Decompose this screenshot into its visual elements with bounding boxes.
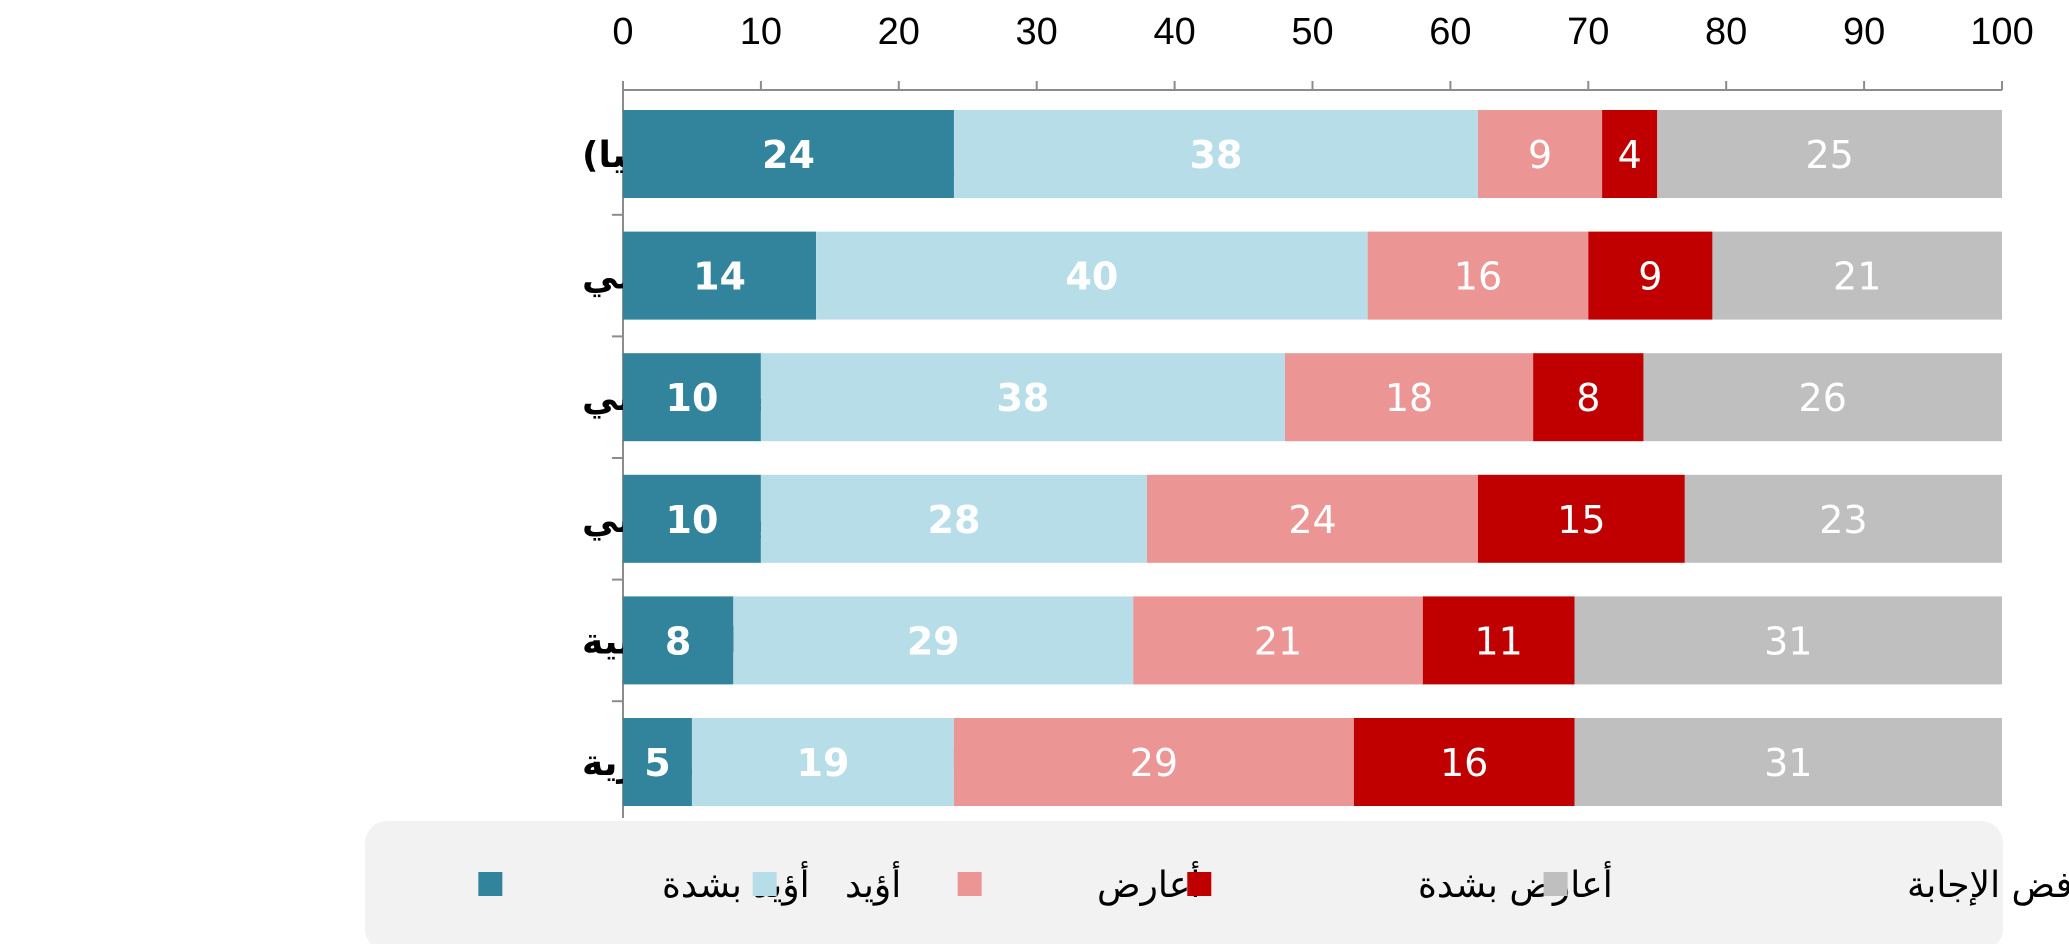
x-tick-label: 10 [740,11,782,53]
bar-segment [816,231,1368,320]
legend-item: أؤيد بشدة [478,861,810,906]
data-label: 40 [1065,255,1118,299]
bar-segment [1353,718,1575,806]
data-label: 9 [1528,133,1552,177]
legend-item: لا أعرف/ رفض الإجابة [1543,861,2069,906]
bar-segment [1588,231,1713,320]
legend-box [365,821,2003,944]
data-label: 16 [1440,741,1488,785]
x-tick-label: 70 [1567,11,1609,53]
bar-segment [1477,474,1685,563]
data-label: 31 [1764,619,1812,663]
data-label: 21 [1833,255,1881,299]
bar-segment [953,110,1478,198]
legend-swatch [1187,872,1212,896]
bar-segment [623,596,734,685]
data-label: 38 [996,376,1049,420]
legend-item: أعارض بشدة [1187,861,1613,906]
bar-segment [953,718,1354,806]
bar-segment [1422,596,1575,685]
legend-item: أؤيد [752,861,901,906]
legend-swatch [957,872,982,896]
legend-item: أعارض [957,861,1200,906]
data-label: 38 [1190,133,1243,177]
legend-swatch [1543,872,1568,896]
data-label: 16 [1454,255,1502,299]
bar-segment [760,353,1285,442]
bar-segment [1574,718,2002,806]
legend-label: أعارض [1097,861,1200,906]
x-tick-label: 20 [878,11,920,53]
data-label: 15 [1557,498,1605,542]
bar-segment [1477,110,1603,198]
data-label: 29 [1130,741,1178,785]
data-label: 9 [1638,255,1662,299]
data-label: 19 [797,741,850,785]
legend-swatch [752,872,777,896]
bar-segment [623,231,817,320]
x-tick-label: 30 [1016,11,1058,53]
bar-segment [1284,353,1534,442]
data-label: 11 [1474,619,1522,663]
data-label: 25 [1805,133,1853,177]
data-label: 26 [1799,376,1847,420]
bar-segment [733,596,1134,685]
bar-segment [1602,110,1658,198]
bar-segment [623,353,761,442]
data-label: 29 [907,619,960,663]
data-label: 23 [1819,498,1867,542]
data-label: 24 [1288,498,1336,542]
bar-segment [1133,596,1423,685]
bar-segment [623,474,761,563]
legend-swatch [478,872,503,896]
data-label: 24 [762,133,815,177]
legend-label: أؤيد بشدة [662,861,810,906]
data-label: 10 [666,498,719,542]
bar-segment [1533,353,1644,442]
data-label: 21 [1254,619,1302,663]
bar-segment [1643,353,2002,442]
bar-segment [623,718,692,806]
data-label: 8 [665,619,691,663]
bar-segment [760,474,1148,563]
bar-segment [1147,474,1478,563]
data-label: 28 [928,498,981,542]
bar-segment [1367,231,1589,320]
bar-segment [1574,596,2002,685]
legend-label: أؤيد [845,861,901,906]
x-tick-label: 0 [612,11,633,53]
x-tick-label: 60 [1429,11,1471,53]
x-tick-label: 90 [1843,11,1885,53]
x-tick-label: 50 [1291,11,1333,53]
bar-segment [1684,474,2002,563]
data-label: 8 [1576,376,1600,420]
x-tick-label: 40 [1153,11,1195,53]
legend: أؤيد بشدة أؤيد أعارض أعارض بشدة لا أعرف/ رفض… [365,821,2069,944]
data-label: 31 [1764,741,1812,785]
x-tick-label: 100 [1970,11,2033,53]
data-label: 10 [666,376,719,420]
legend-label: أعارض بشدة [1418,861,1613,906]
bar-segment [623,110,954,198]
data-label: 18 [1385,376,1433,420]
legend-label: لا أعرف/ رفض الإجابة [1907,861,2069,906]
data-label: 5 [644,741,670,785]
bar-segment [1712,231,2002,320]
data-label: 4 [1618,133,1642,177]
data-label: 14 [693,255,746,299]
x-tick-label: 80 [1705,11,1747,53]
bar-segment [691,718,954,806]
bar-segment [1657,110,2002,198]
